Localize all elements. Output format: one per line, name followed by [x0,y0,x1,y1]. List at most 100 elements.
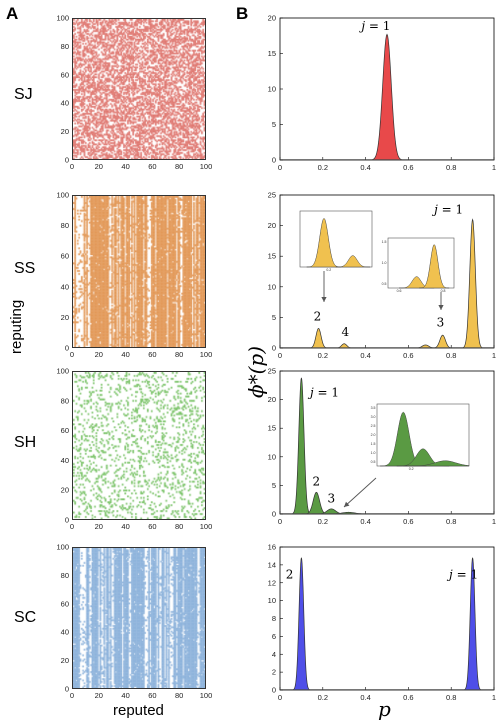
x-tick-label: 0.2 [318,351,328,360]
x-tick-label: 0.4 [360,351,370,360]
x-tick-label: 0.8 [446,163,456,172]
y-tick-label: 6 [272,632,276,641]
y-tick-label: 0 [272,156,276,165]
x-tick-label: 1 [492,351,496,360]
inset-peak [418,244,450,289]
matrix-ytick-label: 100 [56,543,69,552]
matrix-ytick-label: 40 [61,628,69,637]
row-label-ss: SS [14,260,36,277]
matrix-ytick-label: 40 [61,456,69,465]
y-tick-label: 20 [268,221,276,230]
matrix-ytick-label: 40 [61,99,69,108]
y-tick-label: 2 [272,668,276,677]
inset-xtick-label: 0.2 [409,467,414,471]
matrix-ytick-label: 100 [56,367,69,376]
matrix-ytick-label: 20 [61,127,69,136]
x-tick-label: 0.2 [318,163,328,172]
y-tick-label: 0 [272,686,276,695]
matrix-ytick-label: 100 [56,14,69,23]
y-tick-label: 5 [272,313,276,322]
matrix-ytick-label: 60 [61,426,69,435]
matrix-xtick-label: 40 [121,522,129,531]
y-tick-label: 16 [268,543,276,552]
x-tick-label: 0.4 [360,163,370,172]
x-tick-label: 0.4 [360,517,370,526]
matrix-sj [72,18,206,160]
matrix-xtick-label: 100 [200,162,213,171]
x-tick-label: 1 [492,693,496,702]
matrix-xtick-label: 100 [200,522,213,531]
inset-frame [299,210,373,268]
matrix-xtick-label: 100 [200,691,213,700]
inset-peak [403,460,470,467]
inset-peak [335,255,371,268]
matrix-sc [72,547,206,689]
matrix-ytick-label: 80 [61,396,69,405]
x-tick-label: 0 [278,163,282,172]
matrix-ytick-label: 0 [65,516,69,525]
inset-peak [306,217,342,268]
density-peak [332,343,356,349]
matrix-xtick-label: 0 [70,691,74,700]
peak-annotation: 2 [313,474,321,488]
row-label-sh: SH [14,434,37,451]
matrix-ytick-label: 0 [65,344,69,353]
peak-annotation: 2 [286,567,294,581]
y-tick-label: 15 [268,49,276,58]
inset-ytick-label: 3.5 [371,406,376,410]
matrix-xtick-label: 60 [148,162,156,171]
matrix-ytick-label: 20 [61,656,69,665]
matrix-xtick-label: 40 [121,691,129,700]
x-tick-label: 0.8 [446,693,456,702]
x-tick-label: 0.6 [403,163,413,172]
peak-annotation: 2 [314,309,322,323]
x-tick-label: 0 [278,517,282,526]
density-xlabel: p [378,697,391,721]
y-tick-label: 0 [272,344,276,353]
inset-arrowhead [344,501,350,507]
x-tick-label: 0.8 [446,517,456,526]
y-tick-label: 20 [268,395,276,404]
matrix-xtick-label: 60 [148,691,156,700]
peak-annotation: j = 1 [446,567,478,581]
matrix-ytick-label: 80 [61,221,69,230]
matrix-ytick-label: 60 [61,252,69,261]
x-tick-label: 0.4 [360,693,370,702]
inset-ytick-label: 1.5 [371,442,376,446]
y-tick-label: 10 [268,282,276,291]
matrix-xtick-label: 20 [95,522,103,531]
x-tick-label: 0.6 [403,517,413,526]
inset-ytick-label: 1.0 [371,451,376,455]
matrix-xlabel: reputed [113,702,164,719]
panel-a-label: A [6,4,19,23]
plot-frame [279,194,495,349]
matrix-xtick-label: 80 [175,522,183,531]
y-tick-label: 10 [268,85,276,94]
y-tick-label: 5 [272,120,276,129]
plot-frame [279,370,495,515]
inset-ytick-label: 0.5 [382,282,387,286]
inset-ytick-label: 2.5 [371,424,376,428]
x-tick-label: 0.6 [403,351,413,360]
matrix-xtick-label: 40 [121,350,129,359]
matrix-ytick-label: 100 [56,191,69,200]
x-tick-label: 1 [492,517,496,526]
inset-xtick-label: 0.8 [441,289,446,293]
inset-ytick-label: 1.0 [382,261,387,265]
matrix-xtick-label: 60 [148,522,156,531]
x-tick-label: 0 [278,693,282,702]
y-tick-label: 4 [272,650,276,659]
matrix-xtick-label: 0 [70,350,74,359]
inset-ytick-label: 0.5 [371,460,376,464]
y-tick-label: 14 [268,560,276,569]
x-tick-label: 0.8 [446,351,456,360]
inset-ytick-label: 3.0 [371,415,376,419]
matrix-xtick-label: 80 [175,350,183,359]
x-tick-label: 1 [492,163,496,172]
matrix-ytick-label: 20 [61,486,69,495]
matrix-ytick-label: 0 [65,156,69,165]
y-tick-label: 15 [268,252,276,261]
y-tick-label: 10 [268,452,276,461]
